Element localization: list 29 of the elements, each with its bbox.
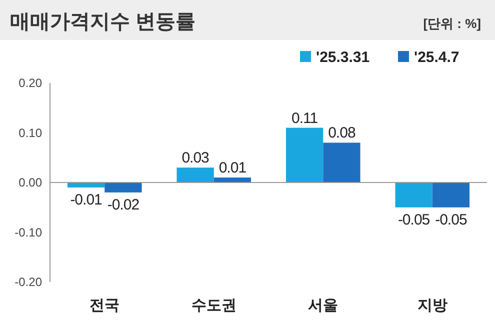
y-tick-label: 0.10	[18, 126, 42, 140]
data-label: -0.05	[398, 211, 430, 228]
data-label: -0.02	[107, 196, 140, 214]
data-label: -0.05	[435, 211, 467, 228]
y-tick-label: -0.20	[14, 275, 42, 289]
bar	[432, 182, 470, 208]
x-tick-label: 지방	[417, 297, 448, 314]
chart-title: 매매가격지수 변동률	[10, 11, 196, 33]
x-tick-label: 수도권	[191, 297, 236, 314]
data-label: 0.08	[328, 124, 356, 142]
y-tick-label: -0.10	[14, 225, 42, 240]
bar	[214, 178, 252, 182]
data-label: 0.03	[182, 150, 210, 167]
bar	[286, 128, 324, 182]
bar	[395, 182, 432, 208]
data-label: 0.11	[292, 110, 318, 127]
x-tick-label: 서울	[308, 297, 338, 314]
legend-label: '25.3.31	[316, 49, 370, 66]
bar	[67, 182, 105, 188]
legend-label: '25.4.7	[414, 49, 460, 66]
data-label: 0.01	[218, 160, 246, 177]
y-tick-label: 0.00	[18, 176, 42, 190]
bar	[176, 168, 214, 182]
x-tick-label: 전국	[90, 297, 120, 314]
data-label: -0.01	[70, 191, 102, 208]
text: [단위 : %]	[423, 16, 481, 31]
bar	[104, 182, 142, 192]
y-tick-label: 0.20	[18, 76, 42, 90]
bar	[323, 142, 360, 182]
